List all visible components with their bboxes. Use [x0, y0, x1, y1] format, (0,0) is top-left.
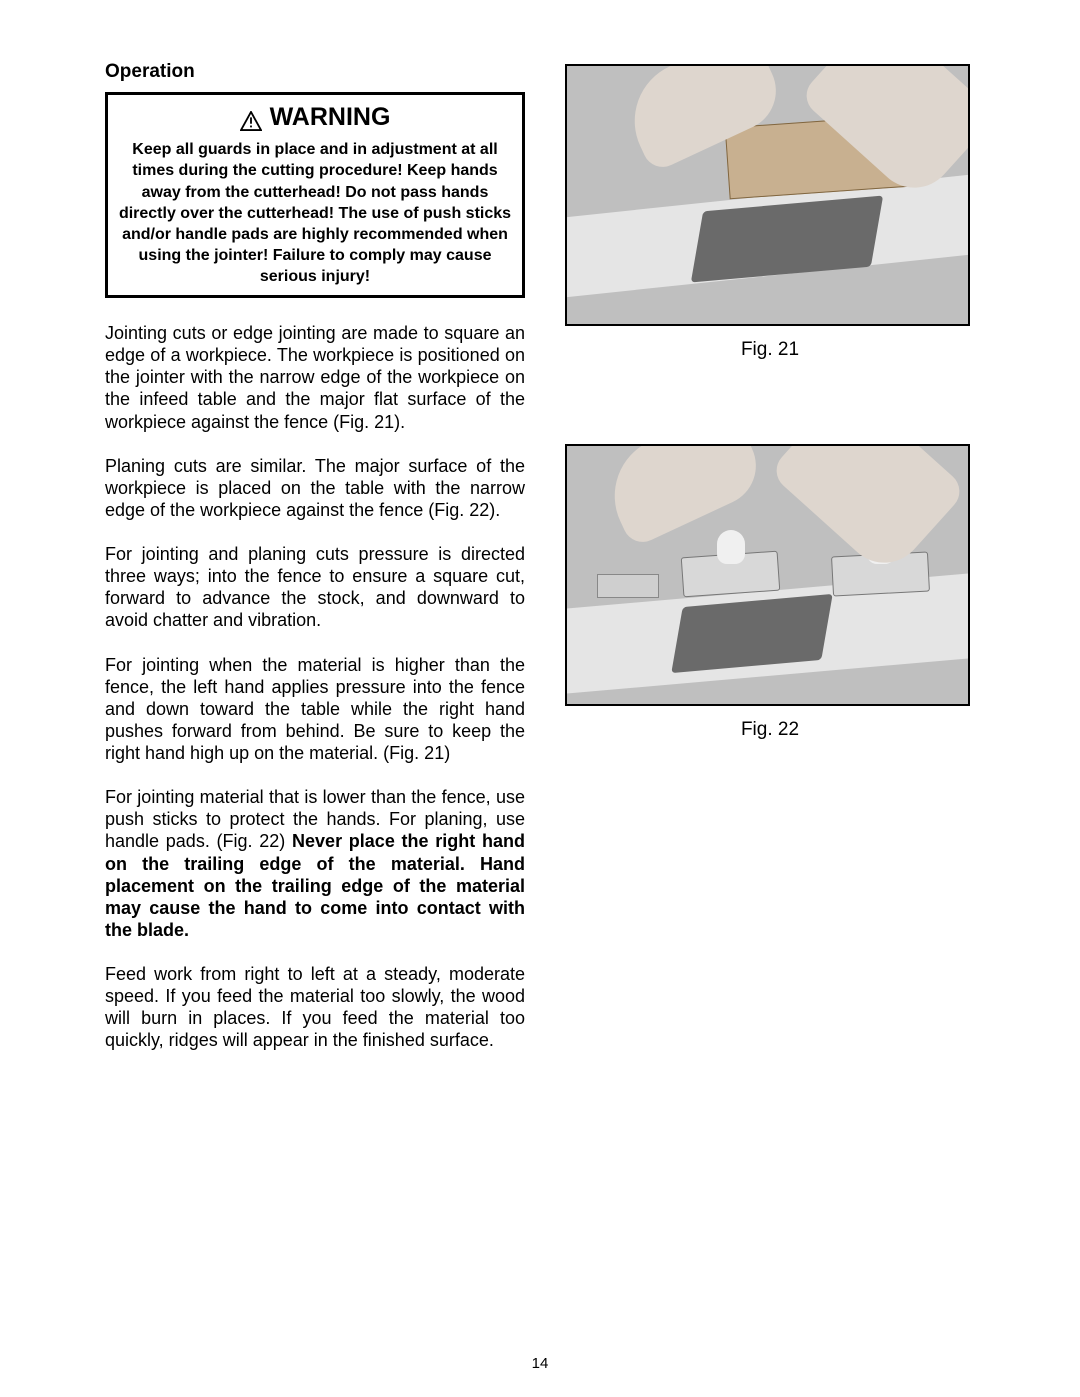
figure-21-image [565, 64, 970, 326]
figure-21-caption: Fig. 21 [565, 338, 975, 362]
figure-22-container: Fig. 22 [565, 444, 975, 742]
manual-page: Operation WARNING Keep all guards in pla… [0, 0, 1080, 1397]
warning-body-text: Keep all guards in place and in adjustme… [115, 139, 515, 287]
warning-title-text: WARNING [270, 101, 391, 133]
figure-22-left-arm [595, 444, 769, 548]
figure-22-right-arm [768, 444, 967, 579]
figure-22-accessory [597, 574, 659, 598]
warning-box: WARNING Keep all guards in place and in … [105, 92, 525, 298]
two-column-layout: Operation WARNING Keep all guards in pla… [105, 60, 980, 1074]
figure-21-container: Fig. 21 [565, 64, 975, 362]
warning-triangle-icon [240, 107, 262, 127]
paragraph-4: For jointing when the material is higher… [105, 654, 525, 765]
paragraph-5: For jointing material that is lower than… [105, 786, 525, 941]
paragraph-1: Jointing cuts or edge jointing are made … [105, 322, 525, 433]
right-column: Fig. 21 Fig. 22 [565, 60, 975, 1074]
paragraph-6: Feed work from right to left at a steady… [105, 963, 525, 1052]
section-heading-operation: Operation [105, 60, 525, 84]
paragraph-3: For jointing and planing cuts pressure i… [105, 543, 525, 632]
figure-22-pad-knob-left [717, 530, 745, 564]
page-number: 14 [0, 1354, 1080, 1373]
paragraph-2: Planing cuts are similar. The major surf… [105, 455, 525, 521]
figure-22-caption: Fig. 22 [565, 718, 975, 742]
figure-22-image [565, 444, 970, 706]
warning-title-row: WARNING [115, 101, 515, 133]
left-column: Operation WARNING Keep all guards in pla… [105, 60, 525, 1074]
figure-spacer [565, 362, 975, 444]
